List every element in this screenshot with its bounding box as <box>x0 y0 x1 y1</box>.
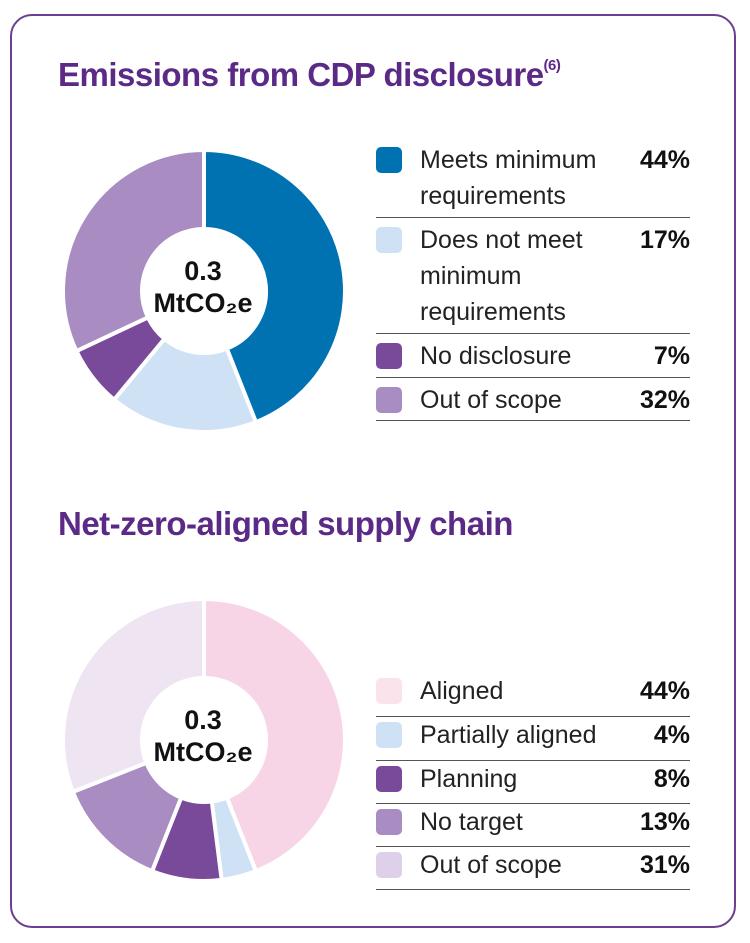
center-value: 0.3 <box>184 705 222 735</box>
slice-does-not-meet-minimum-requirements <box>111 335 259 434</box>
legend-label: Planning <box>420 765 518 793</box>
legend-label: No disclosure <box>420 342 572 370</box>
slice-aligned <box>202 596 347 874</box>
legend-swatch <box>376 343 402 369</box>
legend-item: No target 13% <box>376 804 690 847</box>
center-label: 0.3 MtCO₂e <box>143 255 263 319</box>
legend-item: Aligned 44% <box>376 673 690 717</box>
legend-value: 7% <box>653 342 690 370</box>
slice-out-of-scope <box>61 147 206 354</box>
legend-item: Planning 8% <box>376 761 690 804</box>
legend-item: No disclosure 7% <box>376 334 690 378</box>
title-text: Net-zero-aligned supply chain <box>58 505 513 542</box>
slice-meets-minimum-requirements <box>202 147 347 425</box>
legend-value: 44% <box>639 146 690 174</box>
legend-value: 13% <box>639 808 690 836</box>
legend-label: Out of scope <box>420 851 562 879</box>
legend-label: No target <box>420 808 523 836</box>
legend-cdp: Meets minimum requirements 44% Does not me… <box>376 142 690 421</box>
legend-swatch <box>376 678 402 704</box>
center-unit: MtCO₂e <box>153 288 253 318</box>
slice-out-of-scope <box>61 596 206 795</box>
donut-chart-cdp <box>61 147 347 434</box>
card <box>10 14 736 928</box>
legend-swatch <box>376 722 402 748</box>
legend-item: Meets minimum requirements 44% <box>376 142 690 218</box>
chart-title-cdp: Emissions from CDP disclosure(6) <box>58 56 561 94</box>
legend-label: Partially aligned <box>420 721 597 749</box>
legend-label: Meets minimum requirements <box>420 146 597 210</box>
title-text: Emissions from CDP disclosure <box>58 56 544 93</box>
legend-label: Aligned <box>420 677 504 705</box>
legend-value: 17% <box>639 226 690 254</box>
legend-swatch <box>376 809 402 835</box>
legend-supply: Aligned 44% Partially aligned 4% Planning 8% N… <box>376 673 690 890</box>
legend-value: 8% <box>653 765 690 793</box>
legend-item: Does not meet minimum requirements 17% <box>376 218 690 334</box>
legend-item: Out of scope 31% <box>376 847 690 890</box>
legend-value: 4% <box>653 721 690 749</box>
legend-item: Partially aligned 4% <box>376 717 690 761</box>
legend-swatch <box>376 766 402 792</box>
legend-value: 44% <box>639 677 690 705</box>
legend-label: Does not meet minimum requirements <box>420 226 583 326</box>
legend-value: 32% <box>639 386 690 414</box>
legend-swatch <box>376 227 402 253</box>
center-label: 0.3 MtCO₂e <box>143 704 263 768</box>
legend-swatch <box>376 147 402 173</box>
legend-swatch <box>376 387 402 413</box>
donut-chart-supply <box>61 596 347 883</box>
center-value: 0.3 <box>184 256 222 286</box>
center-unit: MtCO₂e <box>153 737 253 767</box>
chart-title-supply: Net-zero-aligned supply chain <box>58 505 513 543</box>
footnote-ref: (6) <box>543 57 561 74</box>
legend-swatch <box>376 852 402 878</box>
legend-item: Out of scope 32% <box>376 378 690 421</box>
legend-label: Out of scope <box>420 386 562 414</box>
legend-value: 31% <box>639 851 690 879</box>
